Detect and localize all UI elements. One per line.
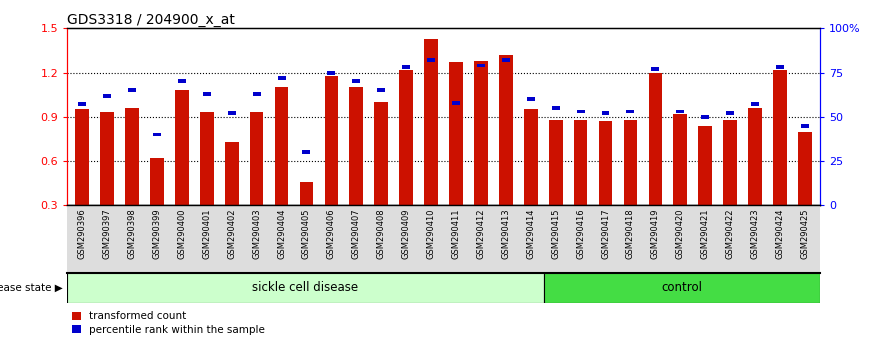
Bar	[676, 110, 685, 113]
Bar	[552, 106, 560, 110]
Bar	[776, 65, 784, 69]
Bar	[253, 92, 261, 96]
Bar	[402, 65, 410, 69]
Bar	[626, 110, 634, 113]
Bar	[702, 115, 710, 119]
Bar	[751, 103, 759, 106]
Text: GSM290412: GSM290412	[477, 209, 486, 259]
Bar	[698, 126, 712, 205]
Bar	[674, 114, 687, 205]
Text: GSM290402: GSM290402	[228, 209, 237, 259]
Bar	[200, 113, 213, 205]
Text: GSM290399: GSM290399	[152, 209, 161, 259]
Text: GSM290397: GSM290397	[102, 209, 112, 259]
Bar	[527, 97, 535, 101]
Bar	[303, 150, 310, 154]
Text: GSM290422: GSM290422	[726, 209, 735, 259]
Bar	[452, 101, 460, 105]
Bar	[474, 61, 487, 205]
Text: GSM290396: GSM290396	[78, 209, 87, 259]
Text: GSM290403: GSM290403	[252, 209, 261, 259]
Text: GSM290414: GSM290414	[526, 209, 535, 259]
Text: GSM290421: GSM290421	[701, 209, 710, 259]
Bar	[801, 124, 809, 127]
Bar	[524, 109, 538, 205]
Text: GDS3318 / 204900_x_at: GDS3318 / 204900_x_at	[67, 13, 235, 27]
Bar	[153, 132, 161, 136]
Bar	[67, 273, 544, 303]
Bar	[502, 58, 510, 62]
Text: GSM290404: GSM290404	[277, 209, 286, 259]
Text: GSM290424: GSM290424	[775, 209, 785, 259]
Bar	[748, 108, 762, 205]
Bar	[723, 120, 737, 205]
Text: GSM290416: GSM290416	[576, 209, 585, 259]
Bar	[327, 71, 335, 75]
Bar	[424, 39, 438, 205]
Bar	[499, 55, 513, 205]
Bar	[798, 132, 812, 205]
Text: GSM290425: GSM290425	[800, 209, 809, 259]
Bar	[544, 273, 820, 303]
Text: GSM290408: GSM290408	[376, 209, 385, 259]
Bar	[549, 120, 563, 205]
Bar	[225, 142, 238, 205]
Text: GSM290398: GSM290398	[127, 209, 136, 259]
Bar	[427, 58, 435, 62]
Bar	[573, 120, 588, 205]
Text: sickle cell disease: sickle cell disease	[253, 281, 358, 294]
Bar	[400, 70, 413, 205]
Bar	[78, 103, 86, 106]
Bar	[377, 88, 385, 92]
Bar	[773, 70, 787, 205]
Bar	[649, 73, 662, 205]
Text: control: control	[661, 281, 702, 294]
Text: GSM290418: GSM290418	[626, 209, 635, 259]
Bar	[599, 121, 612, 205]
Bar	[103, 94, 111, 98]
Bar	[726, 112, 734, 115]
Text: GSM290401: GSM290401	[202, 209, 211, 259]
Bar	[349, 87, 363, 205]
Text: GSM290420: GSM290420	[676, 209, 685, 259]
Bar	[477, 64, 485, 67]
Bar	[128, 88, 136, 92]
Text: GSM290419: GSM290419	[650, 209, 659, 259]
Bar	[601, 112, 609, 115]
Bar	[100, 113, 114, 205]
Text: GSM290413: GSM290413	[502, 209, 511, 259]
Bar	[352, 80, 360, 84]
Text: GSM290400: GSM290400	[177, 209, 186, 259]
Bar	[324, 75, 338, 205]
Bar	[75, 109, 89, 205]
Text: GSM290417: GSM290417	[601, 209, 610, 259]
Text: GSM290411: GSM290411	[452, 209, 461, 259]
Bar	[278, 76, 286, 80]
Bar	[275, 87, 289, 205]
Bar	[577, 110, 584, 113]
Bar	[202, 92, 211, 96]
Bar	[299, 182, 314, 205]
Text: GSM290415: GSM290415	[551, 209, 560, 259]
Bar	[125, 108, 139, 205]
Text: GSM290406: GSM290406	[327, 209, 336, 259]
Text: disease state ▶: disease state ▶	[0, 282, 63, 293]
Bar	[228, 112, 236, 115]
Text: GSM290423: GSM290423	[751, 209, 760, 259]
Text: GSM290407: GSM290407	[352, 209, 361, 259]
Text: GSM290405: GSM290405	[302, 209, 311, 259]
Text: GSM290409: GSM290409	[401, 209, 410, 259]
Legend: transformed count, percentile rank within the sample: transformed count, percentile rank withi…	[73, 312, 265, 335]
Bar	[375, 102, 388, 205]
Text: GSM290410: GSM290410	[426, 209, 435, 259]
Bar	[624, 120, 637, 205]
Bar	[150, 158, 164, 205]
Bar	[651, 67, 659, 71]
Bar	[250, 113, 263, 205]
Bar	[449, 62, 463, 205]
Bar	[177, 80, 185, 84]
Bar	[175, 90, 189, 205]
